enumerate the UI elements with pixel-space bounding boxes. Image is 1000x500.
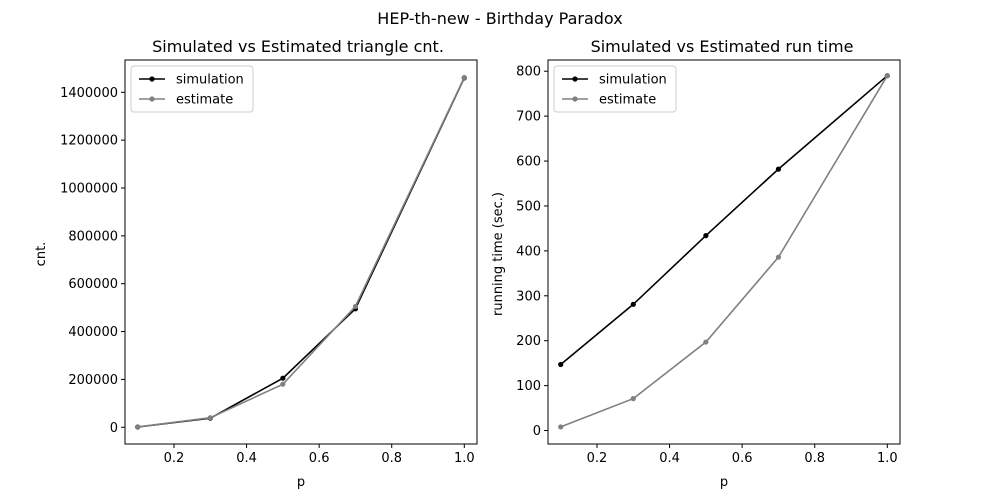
series-line-estimate xyxy=(560,75,888,428)
data-point-simulation xyxy=(775,166,782,172)
data-point-simulation xyxy=(630,301,636,307)
x-tick-label: 0.2 xyxy=(164,451,185,466)
plot-area xyxy=(547,59,901,445)
y-tick-label: 1000000 xyxy=(60,182,118,197)
chart-run-time: Simulated vs Estimated run time p runnin… xyxy=(491,37,901,490)
y-tick-label: 400000 xyxy=(68,325,118,340)
legend-swatch-marker xyxy=(149,96,155,102)
legend-label: estimate xyxy=(176,93,233,108)
data-point-estimate xyxy=(558,424,564,430)
y-tick-label: 100 xyxy=(516,379,541,394)
legend-box xyxy=(553,65,677,113)
legend-box xyxy=(130,65,254,113)
data-point-simulation xyxy=(703,233,709,239)
x-axis-label: p xyxy=(720,475,728,490)
legend-label: simulation xyxy=(176,73,244,88)
y-tick-label: 600000 xyxy=(68,277,118,292)
legend-swatch-marker xyxy=(572,96,578,102)
legend: simulation estimate xyxy=(553,65,677,113)
y-tick-label: 400 xyxy=(516,244,541,259)
y-tick-label: 300 xyxy=(516,289,541,304)
x-axis-label: p xyxy=(297,475,305,490)
series-line-estimate xyxy=(137,77,466,428)
legend-swatch-marker xyxy=(572,76,578,82)
chart-title: Simulated vs Estimated run time xyxy=(591,37,854,56)
y-tick-label: 800000 xyxy=(68,229,118,244)
data-point-estimate xyxy=(352,303,359,310)
x-tick-label: 0.4 xyxy=(236,451,257,466)
y-axis-label: running time (sec.) xyxy=(491,192,506,316)
y-tick-label: 1200000 xyxy=(60,134,118,149)
x-tick-label: 1.0 xyxy=(877,451,898,466)
x-tick-label: 0.2 xyxy=(587,451,608,466)
data-point-simulation xyxy=(280,375,286,381)
y-tick-label: 200 xyxy=(516,334,541,349)
y-tick-label: 800 xyxy=(516,65,541,80)
chart-title: Simulated vs Estimated triangle cnt. xyxy=(152,37,444,56)
legend-label: simulation xyxy=(599,73,667,88)
y-tick-label: 500 xyxy=(516,199,541,214)
data-point-estimate xyxy=(135,424,141,430)
data-point-estimate xyxy=(703,339,709,345)
data-point-estimate xyxy=(461,74,467,81)
x-tick-label: 0.8 xyxy=(381,451,402,466)
figure-suptitle: HEP-th-new - Birthday Paradox xyxy=(377,9,622,28)
y-tick-label: 700 xyxy=(516,110,541,125)
y-tick-label: 0 xyxy=(533,424,541,439)
x-tick-label: 0.6 xyxy=(732,451,753,466)
y-axis-label: cnt. xyxy=(34,242,49,267)
x-tick-label: 0.6 xyxy=(309,451,330,466)
x-tick-label: 0.8 xyxy=(804,451,825,466)
y-tick-label: 600 xyxy=(516,155,541,170)
x-tick-label: 1.0 xyxy=(454,451,475,466)
data-point-estimate xyxy=(280,381,286,387)
series-line-simulation xyxy=(137,77,466,428)
legend: simulation estimate xyxy=(130,65,254,113)
data-point-estimate xyxy=(630,396,636,402)
y-tick-label: 0 xyxy=(110,421,118,436)
legend-label: estimate xyxy=(599,93,656,108)
y-tick-label: 1400000 xyxy=(60,86,118,101)
data-point-estimate xyxy=(207,415,213,421)
chart-triangle-count: Simulated vs Estimated triangle cnt. p c… xyxy=(34,37,478,490)
y-tick-label: 200000 xyxy=(68,373,118,388)
data-point-estimate xyxy=(884,73,890,79)
data-point-estimate xyxy=(775,254,782,260)
legend-swatch-marker xyxy=(149,76,155,82)
x-tick-label: 0.4 xyxy=(659,451,680,466)
data-point-simulation xyxy=(558,361,564,368)
plot-area xyxy=(124,59,478,445)
